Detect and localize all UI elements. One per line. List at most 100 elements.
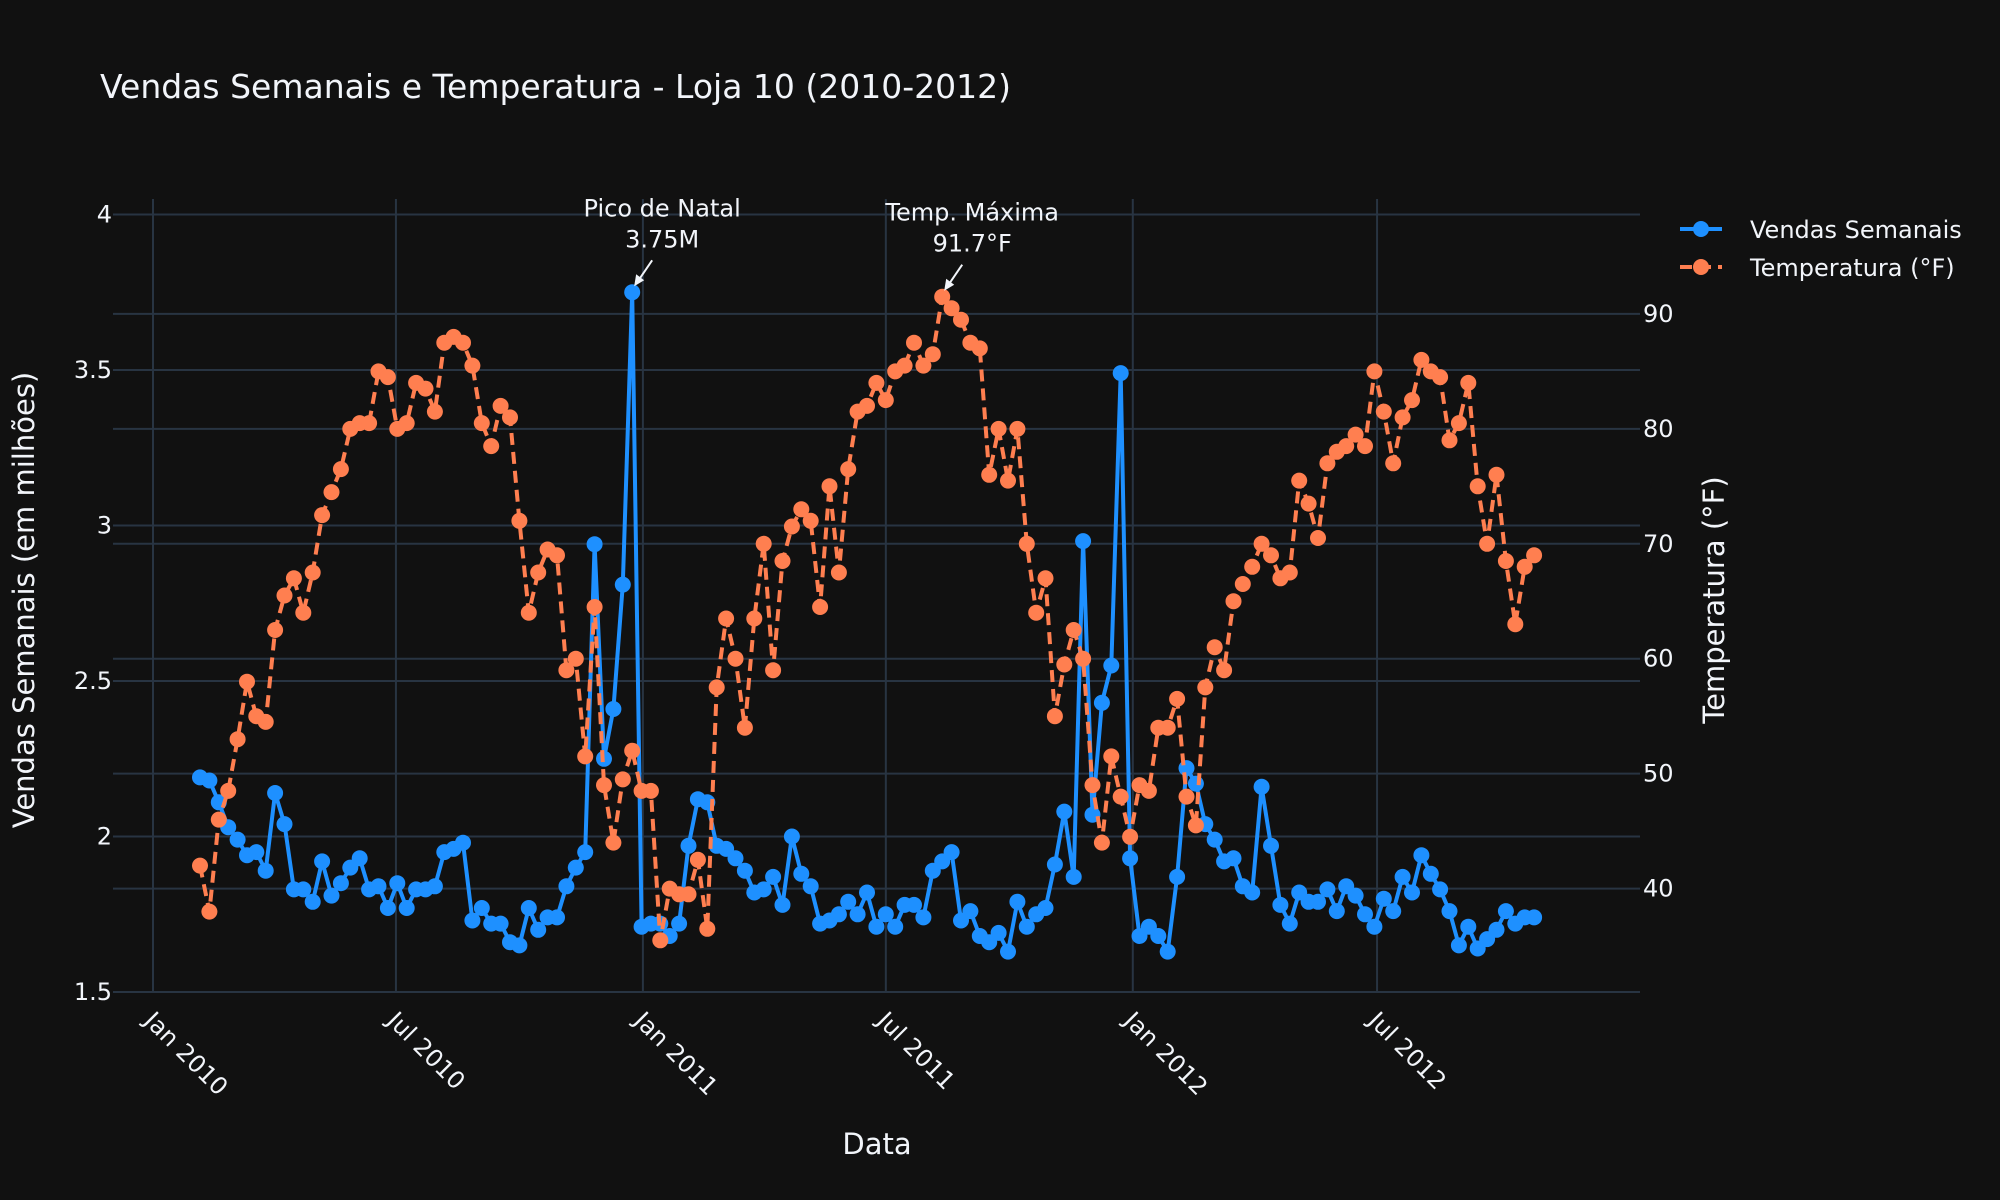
data-point-sales: [1056, 803, 1073, 820]
data-point-temperature: [285, 570, 302, 587]
data-point-temperature: [1516, 558, 1533, 575]
data-point-temperature: [1159, 719, 1176, 736]
data-point-temperature: [755, 535, 772, 552]
data-point-temperature: [793, 501, 810, 518]
data-point-temperature: [1178, 788, 1195, 805]
y2-tick-label: 50: [1643, 760, 1674, 788]
legend-item-sales[interactable]: Vendas Semanais: [1680, 216, 1962, 244]
data-point-sales: [558, 878, 575, 895]
data-point-temperature: [915, 357, 932, 374]
data-point-temperature: [1413, 351, 1430, 368]
data-point-temperature: [1112, 788, 1129, 805]
data-point-temperature: [1169, 690, 1186, 707]
data-point-temperature: [229, 731, 246, 748]
data-point-temperature: [1450, 415, 1467, 432]
data-point-sales: [520, 900, 537, 916]
data-point-sales: [1018, 918, 1035, 935]
data-point-temperature: [502, 409, 518, 426]
data-point-temperature: [304, 564, 321, 581]
data-point-temperature: [689, 851, 706, 868]
data-point-temperature: [953, 311, 969, 328]
data-point-sales: [1037, 900, 1054, 916]
data-point-temperature: [1037, 570, 1054, 587]
data-point-sales: [1150, 928, 1167, 944]
data-point-sales: [248, 844, 265, 861]
x-axis-title: Data: [842, 1127, 911, 1161]
data-point-temperature: [699, 920, 716, 937]
data-point-sales: [1244, 884, 1261, 901]
data-point-sales: [1310, 893, 1326, 910]
data-point-sales: [906, 896, 922, 913]
annotation-arrowhead: [944, 278, 955, 291]
data-point-sales: [314, 853, 331, 870]
data-point-sales: [473, 900, 490, 916]
data-point-temperature: [520, 604, 537, 621]
data-point-temperature: [239, 673, 255, 690]
data-point-temperature: [1300, 495, 1317, 512]
data-point-sales: [802, 878, 819, 895]
data-point-temperature: [840, 461, 857, 478]
data-point-temperature: [1093, 834, 1110, 851]
series-layer: [192, 284, 1543, 960]
data-point-temperature: [924, 346, 941, 363]
data-point-temperature: [332, 461, 349, 478]
y-axis-title: Vendas Semanais (em milhões): [7, 372, 41, 829]
data-point-temperature: [1084, 777, 1101, 794]
data-point-temperature: [1469, 478, 1486, 495]
y2-tick-label: 70: [1643, 530, 1674, 558]
data-point-sales: [1272, 896, 1289, 913]
y-tick-label: 3: [97, 512, 112, 540]
annotation-label: Temp. Máxima: [884, 199, 1059, 227]
data-point-sales: [304, 893, 321, 910]
data-point-sales: [577, 844, 594, 861]
data-point-temperature: [1028, 604, 1045, 621]
data-point-sales: [1112, 365, 1129, 382]
data-point-temperature: [934, 288, 951, 305]
data-point-sales: [1497, 903, 1514, 920]
data-point-temperature: [464, 357, 481, 374]
data-point-temperature: [314, 507, 331, 524]
legend-item-temperature[interactable]: Temperatura (°F): [1680, 254, 1955, 282]
data-point-temperature: [549, 547, 565, 564]
data-point-sales: [586, 536, 603, 553]
data-point-temperature: [708, 679, 725, 696]
y-tick-label: 2.5: [74, 667, 112, 695]
data-point-temperature: [1404, 392, 1420, 409]
legend-label-temperature: Temperatura (°F): [1749, 254, 1955, 282]
data-point-temperature: [1234, 576, 1251, 592]
data-point-temperature: [1347, 426, 1364, 443]
data-point-sales: [1046, 856, 1063, 873]
data-point-temperature: [1385, 455, 1402, 472]
legend-marker-sales: [1693, 221, 1709, 237]
data-point-sales: [1206, 831, 1223, 848]
data-point-sales: [549, 909, 565, 926]
data-point-temperature: [1310, 530, 1326, 546]
data-point-temperature: [558, 662, 575, 679]
data-point-temperature: [1479, 535, 1496, 552]
data-point-sales: [267, 785, 284, 801]
data-point-temperature: [1000, 472, 1016, 489]
data-point-temperature: [398, 415, 415, 432]
data-point-temperature: [567, 650, 584, 667]
data-point-temperature: [1319, 455, 1336, 472]
data-point-sales: [1357, 906, 1373, 923]
data-point-temperature: [1375, 403, 1392, 420]
data-point-temperature: [652, 932, 669, 949]
data-point-temperature: [379, 369, 396, 386]
data-point-sales: [389, 875, 406, 892]
data-point-temperature: [1056, 656, 1073, 673]
data-point-sales: [605, 701, 622, 717]
data-point-temperature: [1103, 748, 1120, 765]
data-point-temperature: [257, 713, 274, 730]
data-point-sales: [614, 576, 631, 593]
data-point-sales: [859, 884, 875, 901]
data-point-sales: [868, 918, 885, 935]
data-point-temperature: [1140, 782, 1157, 799]
data-point-temperature: [1497, 553, 1514, 569]
legend[interactable]: Vendas Semanais Temperatura (°F): [1680, 216, 1962, 282]
data-point-sales: [1103, 657, 1120, 674]
data-point-sales: [1404, 884, 1420, 901]
data-point-sales: [1187, 775, 1204, 792]
annotation-value: 91.7°F: [933, 230, 1012, 258]
